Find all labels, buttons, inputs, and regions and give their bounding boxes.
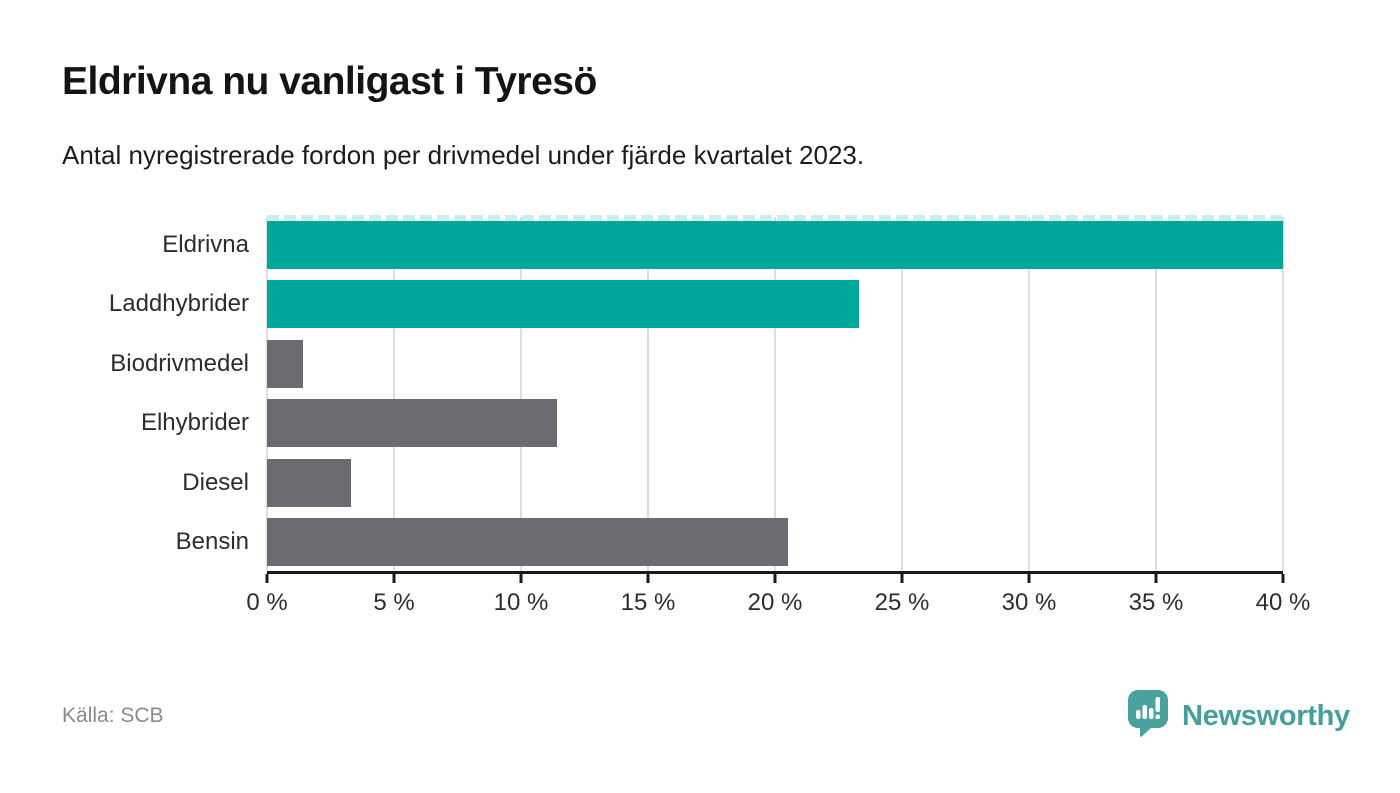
gridline <box>393 217 395 571</box>
axis-tick <box>392 574 396 583</box>
axis-tick-label: 35 % <box>1128 589 1184 616</box>
bar-row: Bensin <box>176 517 1283 566</box>
gridline <box>1028 217 1030 571</box>
axis-tick-label: 10 % <box>493 589 549 616</box>
bar-row: Diesel <box>182 458 1283 507</box>
axis-tick-label: 15 % <box>620 589 676 616</box>
axis-tick <box>265 574 269 583</box>
chart-title: Eldrivna nu vanligast i Tyresö <box>62 60 597 103</box>
bar-row: Laddhybrider <box>109 280 1283 329</box>
axis-tick <box>646 574 650 583</box>
bar-row: Elhybrider <box>141 399 1283 448</box>
gridline <box>647 217 649 571</box>
gridline <box>1155 217 1157 571</box>
gridline <box>520 217 522 571</box>
axis-tick <box>1027 574 1031 583</box>
axis-tick <box>900 574 904 583</box>
bar-row: Biodrivmedel <box>110 339 1283 388</box>
bar-laddhybrider <box>267 280 859 329</box>
gridline <box>774 217 776 571</box>
x-axis: 0 % 5 % 10 % 15 % 20 % 25 % 30 % 35 % 40 % <box>246 571 1310 616</box>
category-label: Eldrivna <box>162 231 249 258</box>
bar-diesel <box>267 458 351 507</box>
bar-bensin <box>267 517 788 566</box>
bar-row: Eldrivna <box>162 215 1283 269</box>
category-label: Elhybrider <box>140 409 249 437</box>
axis-tick-label: 40 % <box>1255 589 1311 616</box>
newsworthy-logo-icon <box>1128 690 1169 742</box>
axis-tick-label: 20 % <box>747 589 803 616</box>
bar-chart: Eldrivna Laddhybrider Biodrivmedel Elhybrid… <box>109 215 1284 571</box>
axis-tick <box>1281 574 1285 583</box>
axis-tick-label: 0 % <box>246 589 288 616</box>
gridline <box>901 217 903 571</box>
category-label: Laddhybrider <box>108 290 249 318</box>
axis-tick-label: 25 % <box>874 589 930 616</box>
source-label: Källa: SCB <box>62 704 164 727</box>
newsworthy-logo: Newsworthy <box>1128 690 1350 742</box>
bar-eldrivna <box>267 215 1283 269</box>
axis-tick <box>773 574 777 583</box>
category-label: Bensin <box>175 527 249 555</box>
gridline <box>266 217 268 571</box>
newsworthy-logo-text: Newsworthy <box>1182 699 1350 732</box>
axis-tick <box>1154 574 1158 583</box>
axis-tick-label: 5 % <box>373 589 415 616</box>
axis-tick <box>519 574 523 583</box>
gridline <box>1282 217 1284 571</box>
category-label: Diesel <box>182 468 249 496</box>
axis-tick-label: 30 % <box>1001 589 1057 616</box>
bar-elhybrider <box>267 399 557 448</box>
bar-biodrivmedel <box>267 339 303 388</box>
bar-rows: Eldrivna Laddhybrider Biodrivmedel Elhybrid… <box>109 215 1283 571</box>
category-label: Biodrivmedel <box>110 349 249 377</box>
chart-subtitle: Antal nyregistrerade fordon per drivmede… <box>62 140 865 170</box>
